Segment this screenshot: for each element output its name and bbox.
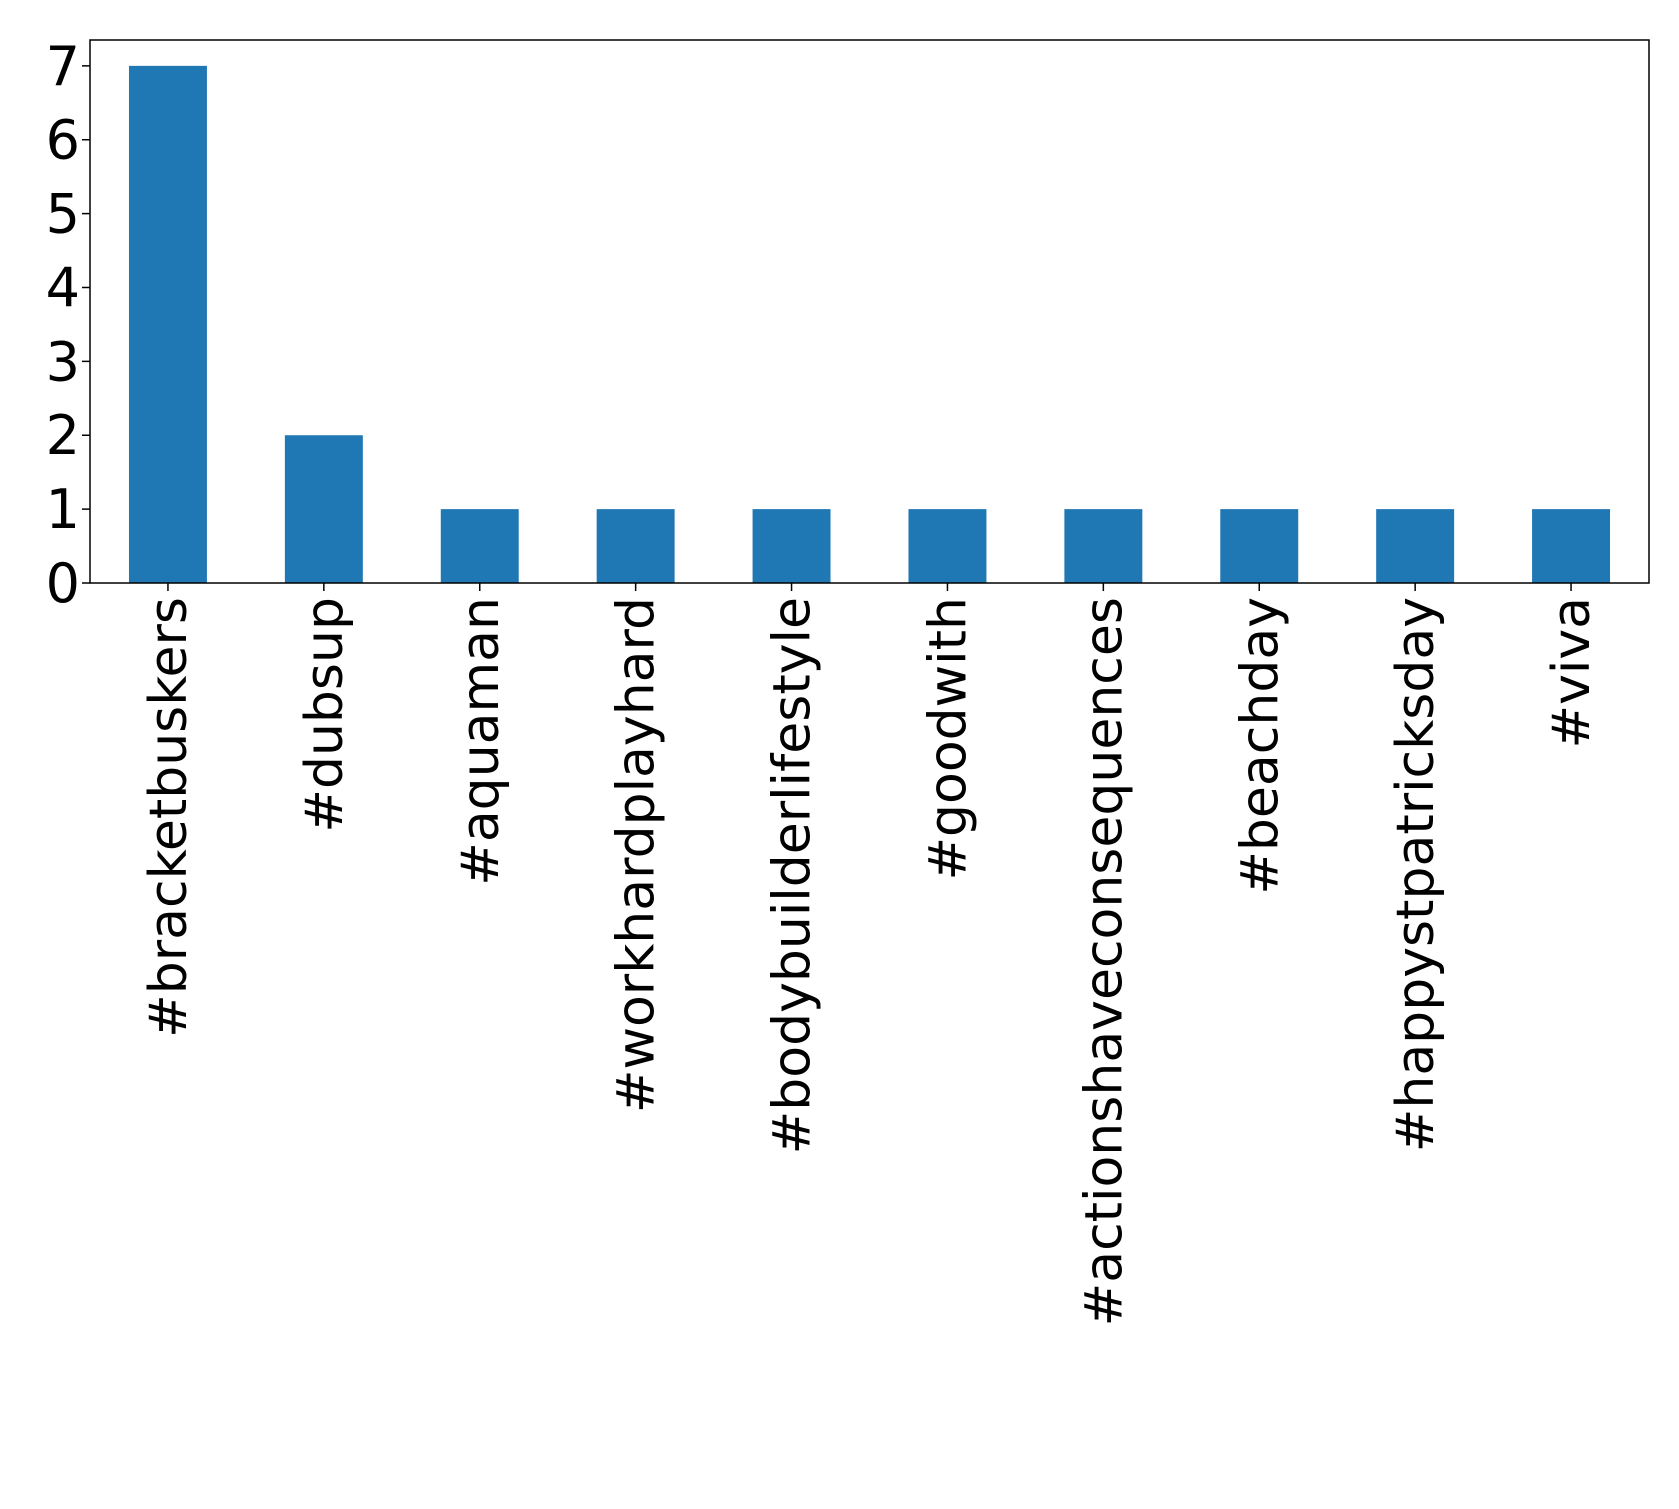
bar — [908, 509, 987, 583]
y-tick-label: 1 — [46, 478, 80, 541]
bar — [1064, 509, 1143, 583]
x-tick-label: #actionshaveconsequences — [1074, 597, 1134, 1326]
y-tick-label: 3 — [46, 330, 80, 393]
bars-layer — [128, 65, 1611, 584]
y-tick-label: 2 — [46, 404, 80, 467]
x-tick-label: #bodybuilderlifestyle — [763, 597, 823, 1154]
x-tick-label: #goodwith — [918, 597, 978, 881]
x-tick-label: #beachday — [1230, 597, 1290, 895]
plot-frame — [89, 39, 1650, 584]
y-tick-label: 7 — [46, 35, 80, 98]
x-tick-label: #happystpatricksday — [1386, 597, 1446, 1152]
y-axis: 0 1 2 3 4 5 6 7 — [46, 35, 90, 615]
bar — [1220, 509, 1299, 583]
bar — [752, 509, 831, 583]
y-tick-label: 4 — [46, 256, 80, 319]
y-tick-label: 6 — [46, 109, 80, 172]
x-tick-label: #aquaman — [451, 597, 511, 886]
bar — [128, 65, 207, 584]
x-tick-label: #viva — [1542, 597, 1602, 748]
y-tick-label: 0 — [46, 552, 80, 615]
bar — [440, 509, 519, 583]
x-tick-label: #bracketbuskers — [139, 597, 199, 1038]
bar — [1376, 509, 1455, 583]
x-tick-label: #workhardplayhard — [607, 597, 667, 1113]
y-tick-label: 5 — [46, 183, 80, 246]
bar — [596, 509, 675, 583]
bar — [284, 435, 363, 583]
x-axis: #bracketbuskers #dubsup #aquaman #workhardp… — [139, 583, 1602, 1326]
x-tick-label: #dubsup — [295, 597, 355, 833]
bar — [1532, 509, 1611, 583]
